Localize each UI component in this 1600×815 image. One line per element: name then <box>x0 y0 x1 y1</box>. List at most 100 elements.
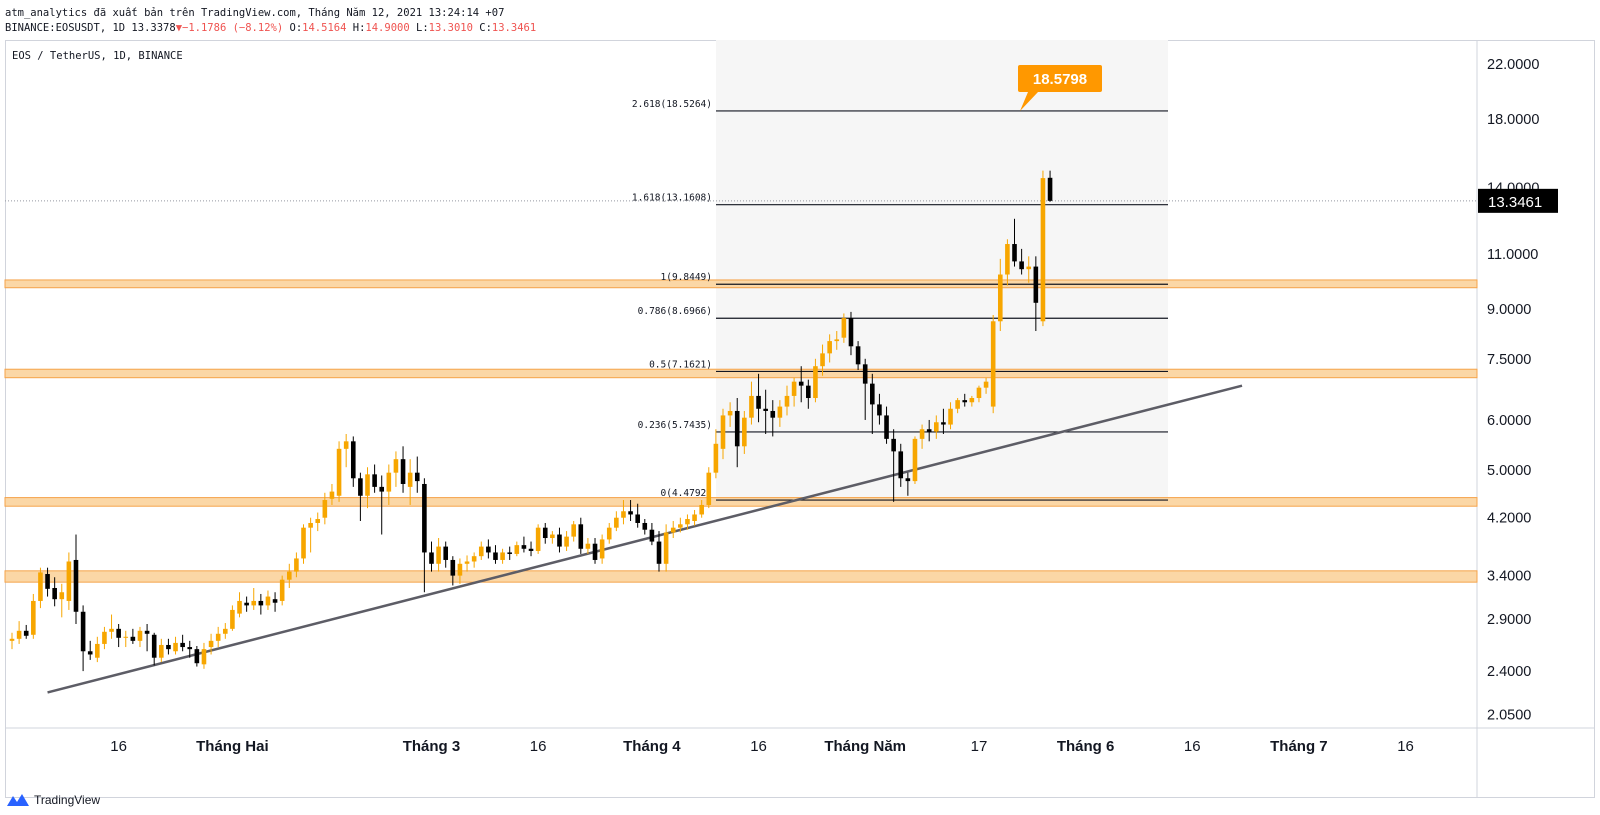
candle-body <box>173 642 178 652</box>
candle-body <box>777 406 783 418</box>
candle-body <box>827 341 832 354</box>
ohlc-close-label: C: <box>479 22 492 34</box>
fib-background <box>716 40 1168 501</box>
candle-body <box>713 443 719 473</box>
candle <box>393 451 399 487</box>
candle <box>521 536 527 553</box>
candle <box>365 467 370 509</box>
candle <box>478 541 484 560</box>
candle-body <box>130 636 136 641</box>
candle-body <box>301 527 306 559</box>
trendline <box>47 384 1243 694</box>
ohlc-high: 14.9000 <box>365 22 410 34</box>
candle-body <box>464 561 470 564</box>
candle-body <box>877 404 882 416</box>
candle-body <box>990 321 996 407</box>
candle-body <box>699 504 704 515</box>
candle <box>336 441 342 502</box>
fib-label-1: 1.618(13.1608) <box>632 193 712 204</box>
candle-body <box>891 438 896 452</box>
candle-body <box>585 543 591 549</box>
candle <box>223 623 228 639</box>
candle-body <box>756 395 761 409</box>
candle-body <box>542 527 548 539</box>
candle-body <box>621 511 626 518</box>
x-tick-label-6: Tháng Năm <box>824 738 906 755</box>
candle-body <box>635 514 640 523</box>
candle <box>670 520 676 539</box>
candle-body <box>9 638 15 641</box>
candle <box>592 538 598 564</box>
candle <box>350 436 356 487</box>
candle-body <box>23 630 29 636</box>
x-tick-label-0: 16 <box>110 738 127 755</box>
candle <box>720 408 726 460</box>
candle-body <box>230 609 235 629</box>
candle <box>528 541 534 557</box>
candle-body <box>1047 177 1053 201</box>
tradingview-logo[interactable]: TradingView <box>6 793 100 807</box>
x-tick-label-11: 16 <box>1397 738 1414 755</box>
candle-body <box>763 408 768 411</box>
x-tick-label-10: Tháng 7 <box>1270 738 1328 755</box>
candle-body <box>223 628 228 634</box>
y-tick-label-12: 2.0500 <box>1487 707 1531 723</box>
candle-body <box>258 600 264 606</box>
candle <box>272 592 278 612</box>
candle-body <box>1005 244 1010 275</box>
ohlc-open-label: O: <box>289 22 303 34</box>
candle-body <box>365 474 370 496</box>
candle-body <box>997 274 1003 322</box>
candle <box>912 436 918 484</box>
candle-body <box>798 381 804 386</box>
y-tick-label-7: 5.0000 <box>1487 463 1531 479</box>
candle <box>500 548 505 564</box>
candle <box>841 313 847 343</box>
candle <box>535 524 541 554</box>
candle-body <box>52 587 57 600</box>
candle-body <box>102 631 107 644</box>
candle-body <box>109 628 114 632</box>
candle-body <box>457 563 463 576</box>
candle <box>798 366 804 403</box>
candle-body <box>727 410 733 416</box>
candle <box>215 626 221 648</box>
candle-body <box>215 633 221 641</box>
candle <box>16 621 22 644</box>
candle-body <box>116 628 121 638</box>
candle-body <box>436 546 441 564</box>
candle <box>571 520 576 542</box>
candle-body <box>791 381 797 396</box>
symbol-ohlc-line: BINANCE:EOSUSDT, 1D 13.3378▼−1.1786 (−8.… <box>5 22 536 35</box>
candle-body <box>1019 261 1024 270</box>
candle <box>308 517 313 553</box>
candle-body <box>528 548 534 551</box>
zone-4 <box>4 570 1478 583</box>
candle <box>102 626 107 650</box>
ohlc-low: 13.3010 <box>428 22 473 34</box>
candle <box>429 541 434 572</box>
zone-2 <box>4 368 1478 379</box>
candle <box>663 524 669 572</box>
candle <box>379 475 385 535</box>
candle-body <box>343 441 349 449</box>
candle-body <box>934 422 939 432</box>
y-tick-label-8: 4.2000 <box>1487 511 1531 527</box>
candle <box>159 638 164 663</box>
candle <box>742 410 747 454</box>
candle <box>962 393 968 407</box>
candle-body <box>507 552 512 554</box>
candle <box>59 583 65 618</box>
candle-body <box>201 649 207 665</box>
candle <box>38 567 43 609</box>
candle-body <box>678 524 683 528</box>
x-tick-label-1: Tháng Hai <box>196 738 269 755</box>
x-tick-label-4: Tháng 4 <box>623 738 681 755</box>
candle <box>87 640 93 660</box>
candle <box>123 630 129 648</box>
candle-body <box>315 519 321 523</box>
candle-body <box>969 398 975 403</box>
y-tick-label-5: 7.5000 <box>1487 352 1531 368</box>
candle <box>976 385 982 403</box>
